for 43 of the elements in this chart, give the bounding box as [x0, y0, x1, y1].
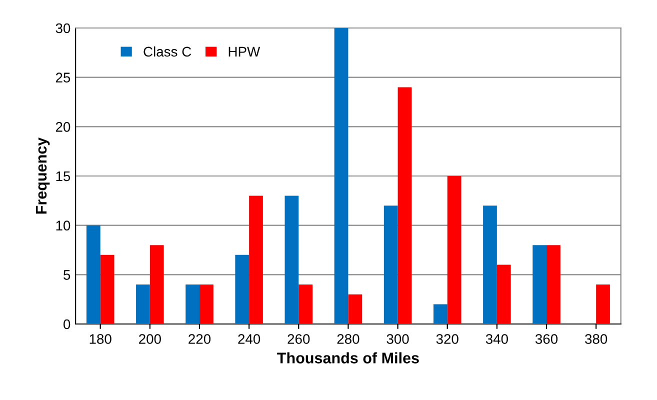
- x-tick-label: 180: [90, 334, 112, 344]
- x-tick-label: 360: [535, 334, 558, 344]
- legend-label: Class C: [144, 46, 192, 57]
- y-tick-label: 15: [56, 171, 70, 182]
- y-tick-label: 10: [56, 220, 70, 231]
- bar: [546, 245, 560, 324]
- x-tick-label: 200: [139, 334, 161, 344]
- bar: [186, 284, 200, 324]
- bar: [235, 254, 250, 324]
- x-tick-label: 380: [585, 334, 608, 344]
- x-tick-label: 320: [436, 334, 458, 344]
- legend-label: HPW: [228, 46, 260, 56]
- bar: [136, 284, 150, 324]
- bar: [298, 284, 313, 324]
- bar: [150, 245, 164, 324]
- x-tick-label: 280: [337, 334, 360, 344]
- bar: [199, 284, 214, 324]
- bar: [384, 206, 398, 324]
- x-tick-label: 220: [188, 334, 211, 344]
- bar: [284, 196, 299, 324]
- bar: [496, 264, 511, 324]
- x-tick-label: 240: [238, 334, 260, 344]
- bar: [249, 196, 263, 324]
- y-tick-label: 0: [64, 319, 70, 330]
- bar: [447, 176, 462, 324]
- x-tick-label: 340: [486, 334, 508, 344]
- y-tick-label: 30: [56, 23, 70, 34]
- bar: [334, 28, 348, 324]
- bar: [86, 225, 100, 324]
- bar: [483, 206, 497, 324]
- y-tick-label: 25: [56, 72, 70, 83]
- bar: [100, 254, 114, 324]
- bar: [398, 87, 412, 324]
- y-tick-label: 20: [56, 122, 70, 132]
- bar: [532, 245, 547, 324]
- bar: [596, 284, 610, 324]
- y-axis-title: Frequency: [36, 137, 50, 214]
- x-tick-label: 300: [386, 334, 409, 344]
- bar: [348, 294, 362, 324]
- x-axis-title: Thousands of Miles: [277, 352, 419, 364]
- bar: [433, 304, 448, 324]
- y-tick-label: 5: [64, 270, 70, 280]
- x-tick-label: 260: [288, 334, 310, 344]
